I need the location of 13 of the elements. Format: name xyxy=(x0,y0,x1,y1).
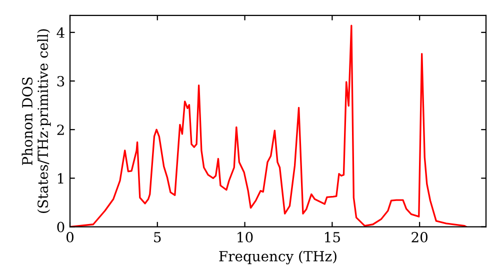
x-tick-label: 10 xyxy=(238,232,253,242)
x-tick-label: 20 xyxy=(412,232,428,242)
line-series xyxy=(70,24,468,227)
x-tick-label: 15 xyxy=(325,232,340,242)
y-axis-title: Phonon DOS (States/THz·primitive cell) xyxy=(22,29,51,213)
x-tick-label: 5 xyxy=(154,232,161,242)
y-tick-label: 4 xyxy=(56,27,64,38)
x-tick-label: 0 xyxy=(66,232,74,242)
x-axis-title: Frequency (THz) xyxy=(219,250,336,264)
y-tick-label: 1 xyxy=(58,173,64,184)
y-tick-label: 2 xyxy=(57,124,64,135)
y-tick-label: 3 xyxy=(57,76,64,86)
y-tick-label: 0 xyxy=(57,222,64,232)
